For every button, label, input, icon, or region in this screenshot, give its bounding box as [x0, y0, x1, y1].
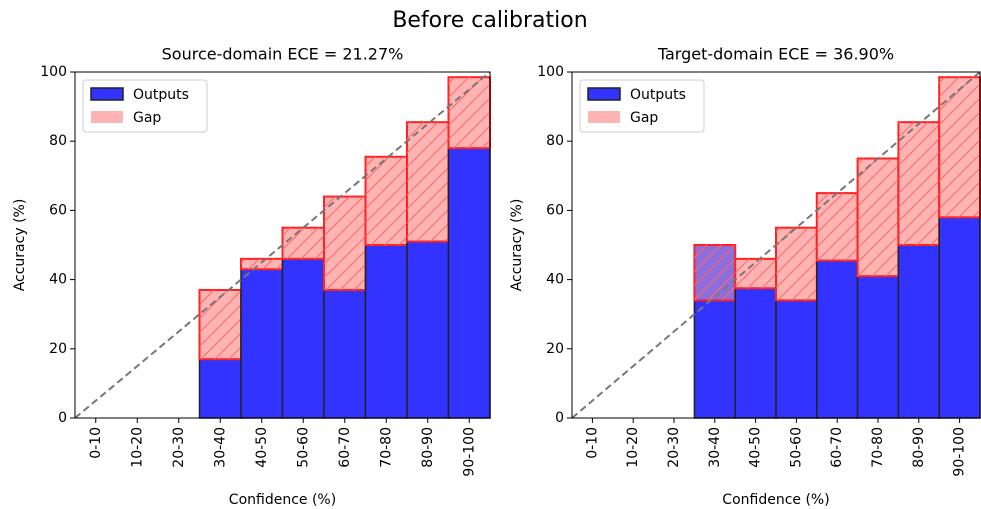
y-tick-label: 0: [58, 410, 67, 426]
legend-swatch: [587, 87, 621, 101]
x-tick-label: 20-30: [666, 427, 682, 468]
output-bar: [897, 244, 940, 419]
gap-hatch: [282, 227, 324, 259]
gap-hatch: [898, 122, 940, 245]
y-tick-label: 20: [546, 341, 564, 357]
output-bar: [323, 289, 367, 419]
output-bar: [406, 240, 450, 419]
legend-label: Outputs: [133, 87, 189, 103]
x-tick-label: 50-60: [295, 427, 311, 468]
x-tick-label: 60-70: [829, 427, 845, 468]
output-bar: [816, 259, 859, 419]
x-tick-label: 20-30: [171, 427, 187, 468]
gap-hatch: [199, 289, 241, 360]
legend-label: Gap: [133, 110, 161, 126]
x-tick-label: 0-10: [584, 427, 600, 459]
y-tick-label: 100: [40, 64, 67, 80]
chart-title: Source-domain ECE = 21.27%: [162, 45, 404, 64]
gap-hatch: [939, 77, 980, 218]
x-tick-label: 80-90: [420, 427, 436, 468]
y-tick-label: 80: [49, 133, 67, 149]
legend-label: Gap: [630, 110, 658, 126]
x-tick-label: 10-20: [129, 427, 145, 468]
output-bar: [938, 216, 981, 419]
gap-hatch: [694, 245, 736, 301]
gap-hatch: [448, 77, 490, 149]
x-tick-label: 80-90: [911, 427, 927, 468]
output-bar: [240, 268, 284, 419]
y-tick-label: 0: [555, 410, 564, 426]
y-axis-label: Accuracy (%): [12, 199, 28, 292]
x-axis-label: Confidence (%): [722, 492, 829, 508]
figure-title: Before calibration: [392, 8, 587, 33]
x-tick-label: 10-20: [625, 427, 641, 468]
x-tick-label: 50-60: [788, 427, 804, 468]
plot-frame: [571, 71, 981, 419]
output-bar: [281, 258, 325, 419]
gap-hatch: [241, 258, 283, 270]
x-axis-label: Confidence (%): [229, 492, 336, 508]
y-tick-label: 40: [49, 272, 67, 288]
output-bar: [856, 275, 900, 419]
diagonal: [74, 71, 491, 419]
output-bar: [198, 358, 242, 419]
output-bar: [447, 147, 491, 419]
legend-swatch: [90, 87, 124, 101]
gap-hatch: [407, 122, 449, 242]
x-tick-label: 0-10: [88, 427, 104, 459]
x-tick-label: 60-70: [337, 427, 353, 468]
output-bar: [364, 244, 408, 419]
chart-title: Target-domain ECE = 36.90%: [657, 45, 894, 64]
gap-hatch: [816, 193, 858, 261]
gap-hatch: [365, 156, 407, 245]
x-tick-label: 30-40: [212, 427, 228, 468]
y-tick-label: 40: [546, 272, 564, 288]
output-bar: [734, 287, 777, 419]
x-tick-label: 40-50: [254, 427, 270, 468]
x-tick-label: 90-100: [461, 427, 477, 477]
x-tick-label: 40-50: [748, 427, 764, 468]
y-axis-label: Accuracy (%): [509, 199, 525, 292]
x-tick-label: 90-100: [952, 427, 968, 477]
diagonal: [571, 71, 981, 419]
y-tick-label: 60: [546, 202, 564, 218]
gap-hatch: [324, 196, 366, 290]
legend-label: Outputs: [630, 87, 686, 103]
legend-swatch: [588, 111, 620, 123]
plot-frame: [74, 71, 491, 419]
y-tick-label: 80: [546, 133, 564, 149]
x-tick-label: 30-40: [707, 427, 723, 468]
y-tick-label: 100: [537, 64, 564, 80]
output-bar: [775, 299, 818, 419]
gap-hatch: [857, 158, 899, 277]
y-tick-label: 20: [49, 341, 67, 357]
x-tick-label: 70-80: [378, 427, 394, 468]
x-tick-label: 70-80: [870, 427, 886, 468]
legend-swatch: [91, 111, 123, 123]
y-tick-label: 60: [49, 202, 67, 218]
